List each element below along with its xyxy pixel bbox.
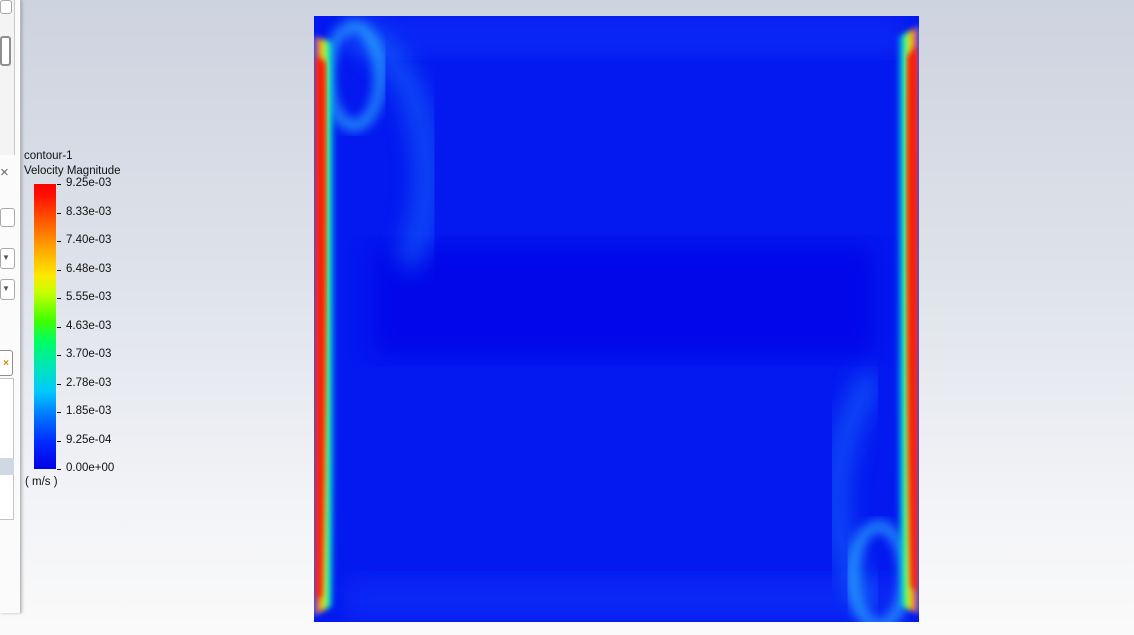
delete-icon[interactable]: ×: [0, 350, 13, 376]
close-icon[interactable]: ×: [0, 164, 9, 181]
colorbar-tick-mark: [57, 298, 61, 299]
colorbar-tick-mark: [57, 355, 61, 356]
velocity-contour-field: [314, 16, 919, 622]
legend-units: ( m/s ): [25, 476, 58, 488]
colorbar-tick-label: 0.00e+00: [66, 462, 115, 474]
colorbar-tick-label: 1.85e-03: [66, 405, 112, 417]
colorbar-tick-mark: [57, 440, 61, 442]
colorbar-tick-mark: [57, 326, 61, 328]
colorbar-tick-mark: [57, 412, 61, 413]
colorbar-tick-mark: [57, 269, 61, 271]
colorbar-tick-label: 8.33e-03: [66, 205, 112, 218]
dropdown-1[interactable]: ▼: [0, 248, 15, 269]
chevron-down-icon: ▼: [2, 284, 10, 293]
colorbar-tick-mark: [57, 184, 61, 185]
dropdown-2[interactable]: ▼: [0, 279, 15, 300]
toolbar-strip: [0, 0, 15, 155]
colormap-legend: contour-1 Velocity Magnitude 9.25e-03 8.3…: [24, 150, 144, 495]
list-item-selected[interactable]: [0, 458, 14, 475]
toolbar-button-selected[interactable]: [0, 36, 11, 66]
colorbar-tick-label: 2.78e-03: [66, 376, 112, 389]
colorbar-tick-label: 7.40e-03: [66, 234, 112, 246]
colorbar-tick-label: 6.48e-03: [66, 262, 112, 275]
colorbar: [34, 184, 56, 469]
colorbar-tick-label: 3.70e-03: [66, 348, 112, 360]
legend-title: contour-1: [24, 150, 73, 162]
colorbar-tick-mark: [57, 212, 61, 214]
colorbar-tick-mark: [57, 469, 61, 470]
colorbar-tick-label: 4.63e-03: [66, 319, 112, 332]
colorbar-tick-label: 9.25e-04: [66, 433, 112, 446]
chevron-down-icon: ▼: [2, 253, 10, 262]
contour-plot-viewport[interactable]: [314, 16, 919, 622]
colorbar-tick-mark: [57, 383, 61, 385]
surfaces-list[interactable]: [0, 378, 14, 520]
legend-quantity: Velocity Magnitude: [24, 165, 121, 177]
name-input-field[interactable]: [0, 208, 15, 227]
colorbar-tick-label: 9.25e-03: [66, 177, 112, 189]
toolbar-button-top[interactable]: [0, 0, 12, 14]
colorbar-tick-label: 5.55e-03: [66, 291, 112, 303]
colorbar-tick-mark: [57, 241, 61, 242]
